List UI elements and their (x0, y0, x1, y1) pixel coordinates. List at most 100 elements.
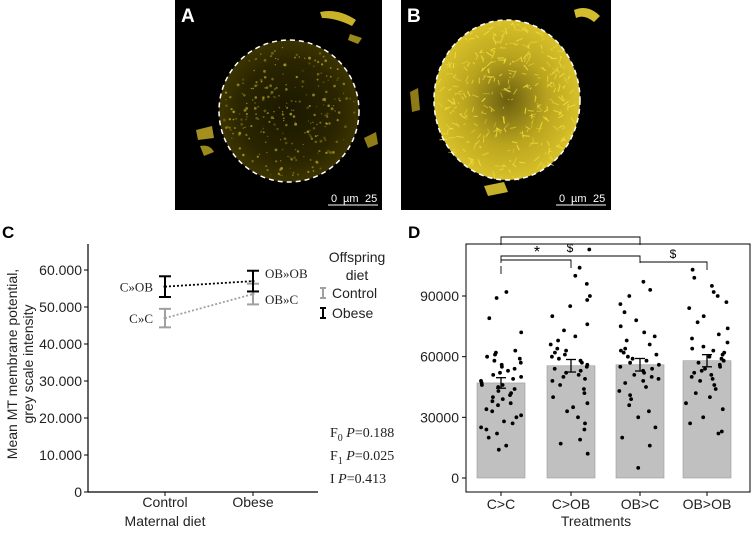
d-point (699, 368, 704, 373)
d-xtick-label: OB>C (621, 496, 660, 512)
d-point (511, 377, 515, 381)
d-point (577, 265, 582, 270)
d-point (684, 401, 688, 406)
panel-a-label: A (181, 6, 195, 27)
c-point (163, 316, 167, 320)
d-point (711, 290, 716, 294)
d-significance: $ * $ (500, 236, 708, 274)
oocyte-a (219, 40, 359, 182)
d-point (562, 328, 566, 333)
d-point (623, 346, 628, 351)
c-legend-entry: Obese (332, 305, 373, 321)
c-ytick-label: 30.000 (39, 373, 82, 389)
d-point (653, 425, 658, 430)
d-point (498, 370, 502, 375)
d-bar-OB>OB (682, 360, 732, 479)
d-point (479, 379, 483, 383)
d-point (558, 441, 563, 446)
d-point (585, 322, 590, 327)
d-point (710, 284, 714, 288)
d-sig-star: * (534, 244, 540, 261)
d-point (636, 415, 641, 420)
d-point (690, 346, 695, 351)
d-point (632, 373, 637, 377)
d-point (656, 377, 661, 381)
d-point (710, 377, 715, 381)
debris-b3 (410, 88, 420, 112)
d-point (550, 314, 555, 319)
d-point (553, 350, 557, 355)
d-point (690, 267, 695, 272)
d-point (619, 348, 623, 353)
d-point (634, 318, 639, 323)
d-point (623, 381, 628, 385)
d-point (573, 273, 578, 278)
d-xlabel: Treatments (561, 513, 631, 529)
d-point (519, 330, 524, 335)
d-point (496, 389, 501, 393)
d-sig-dollar-1: $ (567, 241, 574, 255)
d-point (499, 362, 504, 367)
d-point (701, 344, 706, 349)
d-point (724, 300, 729, 304)
d-point (551, 395, 555, 399)
d-point (716, 332, 721, 337)
scale-unit-a: µm (343, 193, 359, 205)
d-point (550, 354, 554, 359)
d-point (696, 360, 701, 365)
d-point (648, 288, 653, 292)
d-point (588, 294, 592, 298)
d-point (627, 294, 632, 298)
c-point-label: OB»C (265, 292, 298, 307)
d-point (618, 324, 623, 329)
c-ytick-label: 0 (74, 484, 82, 500)
d-point (647, 342, 652, 347)
d-point (644, 358, 649, 363)
d-point (555, 346, 560, 351)
c-ytick-label: 40.000 (39, 336, 82, 352)
d-point (689, 375, 694, 379)
d-point (578, 358, 583, 363)
scale-zero-a: 0 (331, 193, 337, 205)
d-point (519, 375, 523, 379)
d-point (491, 373, 496, 377)
d-point (711, 348, 716, 353)
d-sig-dollar-2: $ (670, 247, 677, 261)
panel-d: D 0 30000 60000 90000 C>C C>OB OB>C OB>OB $ * $… (408, 223, 751, 529)
d-point (722, 350, 727, 355)
d-point (647, 409, 651, 414)
d-point (550, 379, 555, 383)
c-xtick-label: Control (142, 494, 187, 510)
c-statistics: F0 P=0.188 F1 P=0.025 I P=0.413 (330, 426, 394, 487)
d-point (518, 360, 523, 365)
d-point (688, 421, 692, 426)
d-point (494, 350, 498, 355)
c-xtick-label: Obese (232, 494, 273, 510)
d-point (617, 389, 622, 393)
oocyte-outline-b (433, 19, 581, 181)
d-point (582, 387, 586, 391)
d-point (630, 356, 635, 361)
debris-a4 (200, 145, 214, 156)
d-point (701, 314, 706, 319)
debris-b2 (484, 182, 508, 196)
d-point (583, 377, 587, 381)
d-bracket-outer (500, 236, 641, 245)
d-point (513, 348, 518, 353)
debris-b1 (574, 8, 600, 22)
fluorescence-speckles-a (222, 46, 356, 177)
d-point (558, 383, 562, 387)
c-ytick-label: 10.000 (39, 447, 82, 463)
c-tick-labels: 0 10.000 20.000 30.000 40.000 50.000 60.000 Con… (39, 262, 274, 510)
d-point (585, 298, 590, 302)
d-point (486, 435, 491, 440)
d-point (506, 368, 510, 373)
d-point (647, 443, 652, 448)
d-ytick-label: 90000 (420, 288, 459, 304)
d-point (629, 397, 633, 401)
d-point (692, 370, 697, 375)
debris-a2 (348, 34, 362, 44)
c-stat: I P=0.413 (330, 472, 386, 487)
d-xtick-label: C>OB (552, 496, 591, 512)
d-point (496, 403, 500, 408)
